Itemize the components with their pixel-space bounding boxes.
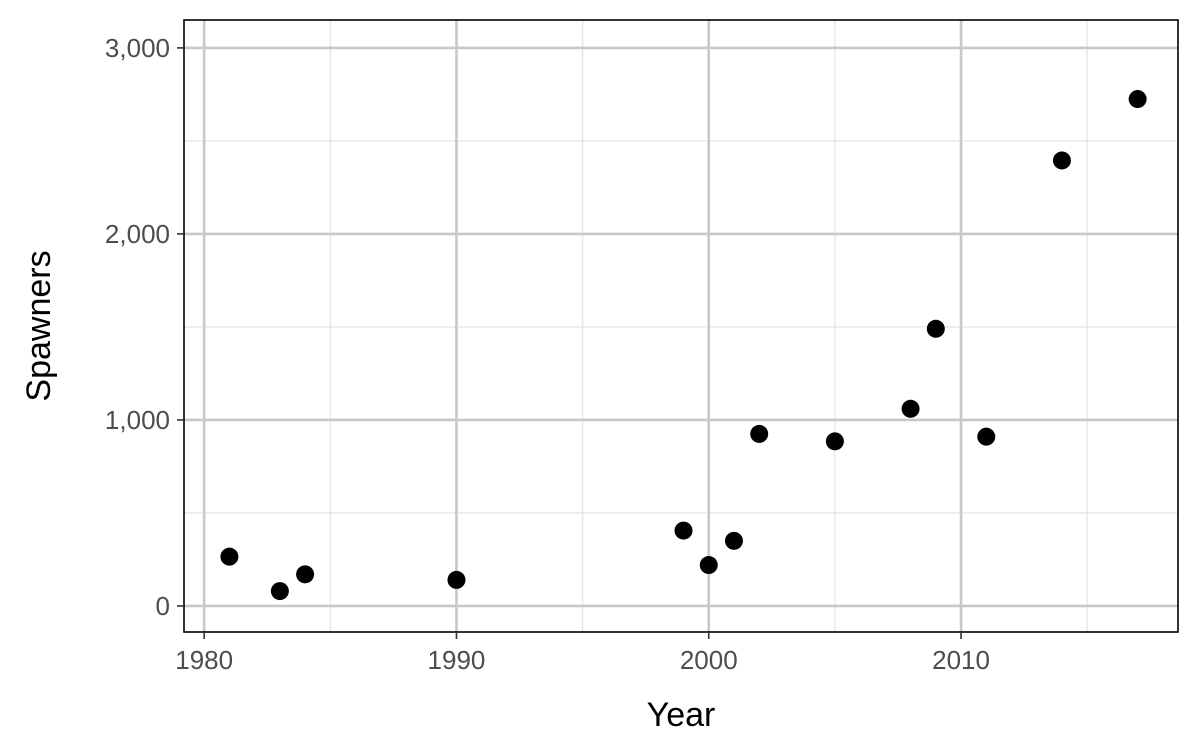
y-tick-label: 1,000 <box>105 405 170 435</box>
x-tick-label: 2010 <box>932 645 990 675</box>
y-tick-label: 3,000 <box>105 33 170 63</box>
y-axis-ticks: 0 1,000 2,000 3,000 <box>105 33 184 621</box>
data-point <box>447 570 466 589</box>
x-tick-label: 2000 <box>680 645 738 675</box>
data-point <box>724 531 743 550</box>
data-point <box>220 547 239 566</box>
data-point <box>901 399 920 418</box>
data-point <box>977 427 996 446</box>
data-point <box>926 319 945 338</box>
x-axis-title: Year <box>647 696 716 734</box>
panel-border <box>183 19 1179 633</box>
data-point <box>825 432 844 451</box>
x-tick-label: 1990 <box>428 645 486 675</box>
data-point <box>296 565 315 584</box>
x-axis-ticks: 1980 1990 2000 2010 <box>175 632 990 675</box>
y-tick-label: 2,000 <box>105 219 170 249</box>
major-gridlines <box>184 20 1178 632</box>
data-point <box>699 556 718 575</box>
data-point <box>674 521 693 540</box>
data-points <box>220 90 1147 601</box>
data-point <box>270 582 289 601</box>
y-tick-label: 0 <box>156 591 170 621</box>
y-axis-title: Spawners <box>20 250 58 401</box>
data-point <box>1128 90 1147 109</box>
minor-gridlines <box>184 20 1178 632</box>
x-tick-label: 1980 <box>175 645 233 675</box>
data-point <box>750 424 769 443</box>
data-point <box>1052 151 1071 170</box>
